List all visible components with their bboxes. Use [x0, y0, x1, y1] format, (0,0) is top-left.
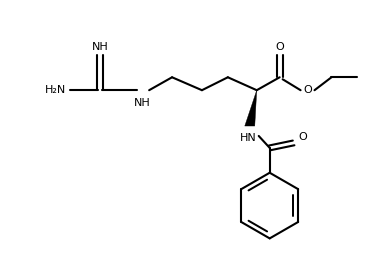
Text: HN: HN — [239, 133, 256, 143]
Text: O: O — [298, 132, 307, 142]
Text: H₂N: H₂N — [45, 85, 66, 95]
Text: O: O — [275, 42, 284, 52]
Text: O: O — [303, 85, 312, 95]
Text: NH: NH — [92, 42, 109, 52]
Polygon shape — [245, 90, 257, 126]
Text: NH: NH — [134, 98, 151, 108]
